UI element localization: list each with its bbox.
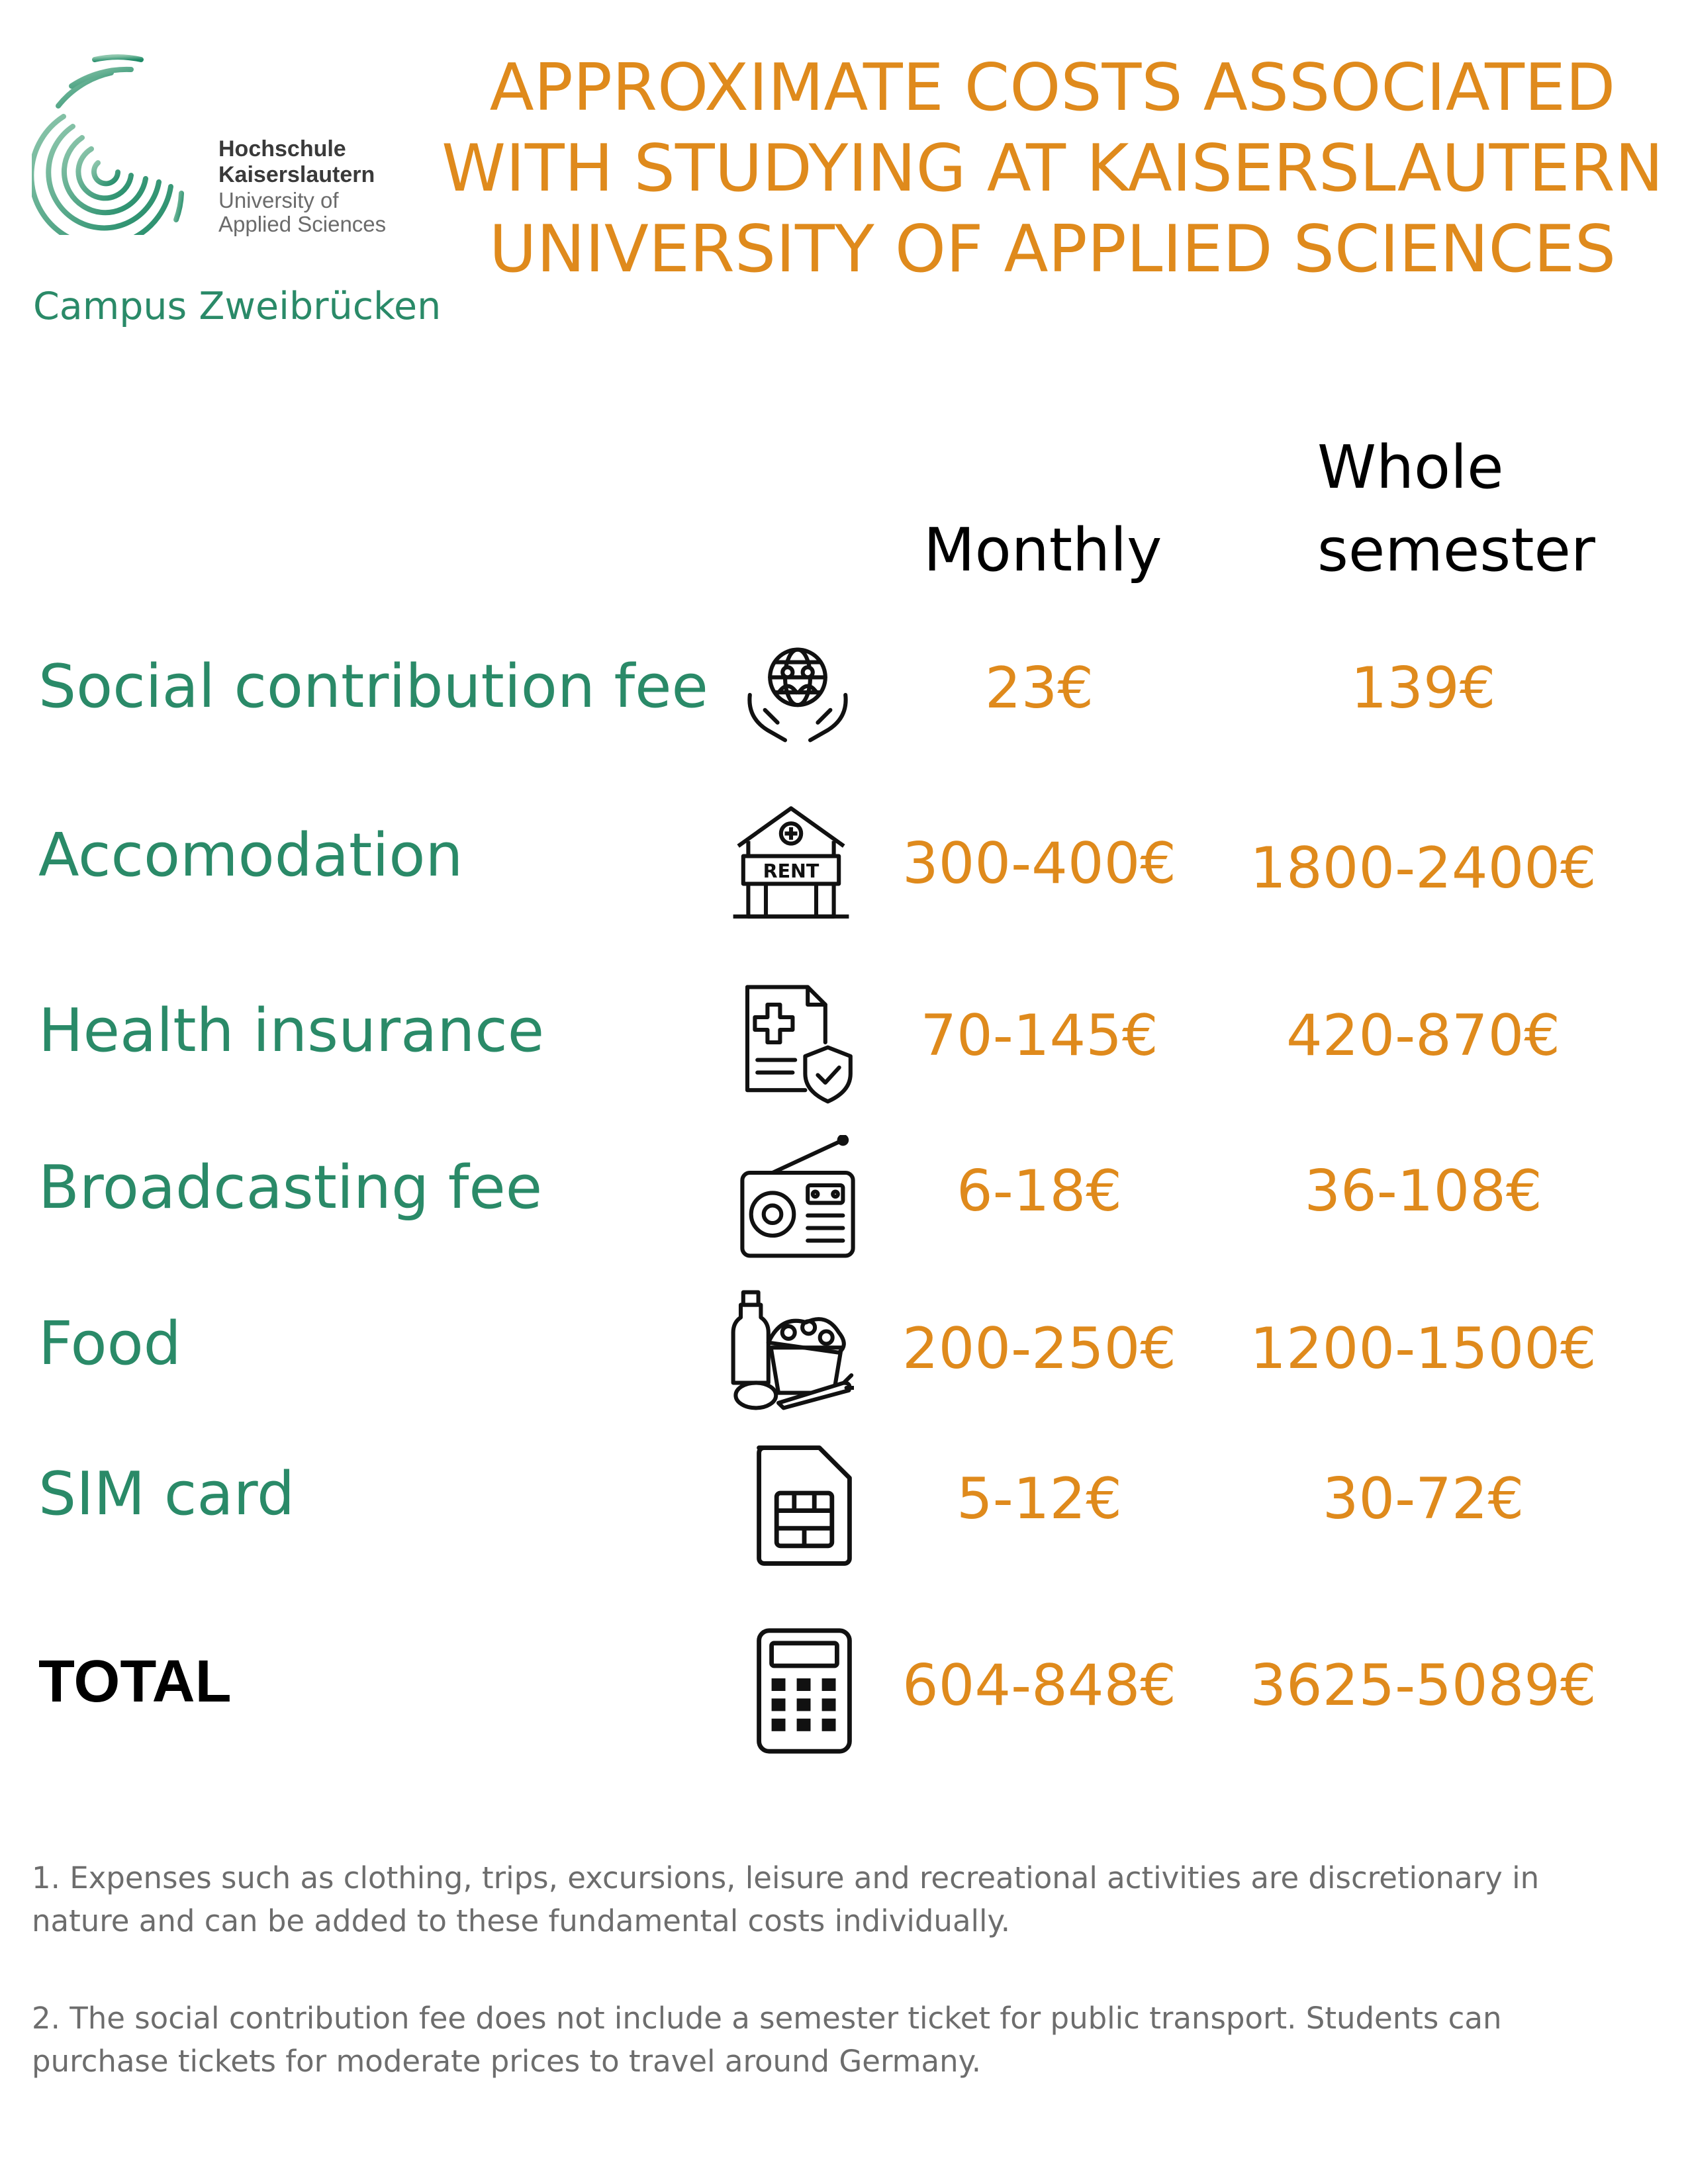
monthly-cost-social-contribution-fee: 23€: [984, 655, 1094, 721]
title-line-1: APPROXIMATE COSTS ASSOCIATED: [489, 50, 1616, 126]
groceries-icon: [728, 1287, 857, 1413]
page-title: APPROXIMATE COSTS ASSOCIATED WITH STUDYI…: [437, 48, 1668, 290]
row-label-accomodation: Accomodation: [38, 821, 463, 890]
semester-cost-health-insurance: 420-870€: [1286, 1003, 1561, 1069]
semester-cost-sim-card: 30-72€: [1322, 1466, 1524, 1532]
row-label-social-contribution-fee: Social contribution fee: [38, 652, 708, 721]
logo-line-applied-sciences: Applied Sciences: [218, 212, 387, 236]
semester-cost-broadcasting-fee: 36-108€: [1304, 1158, 1542, 1224]
semester-cost-accomodation: 1800-2400€: [1250, 835, 1597, 901]
semester-cost-total: 3625-5089€: [1250, 1653, 1597, 1719]
column-header-semester-line1: Whole: [1317, 433, 1504, 502]
footnote-2: 2. The social contribution fee does not …: [32, 2001, 1502, 2079]
medical-document-shield-icon: [735, 979, 861, 1105]
monthly-cost-food: 200-250€: [902, 1316, 1177, 1382]
row-label-sim-card: SIM card: [38, 1459, 295, 1529]
column-header-monthly: Monthly: [923, 516, 1162, 585]
semester-cost-food: 1200-1500€: [1250, 1316, 1597, 1382]
column-header-semester-line2: semester: [1317, 516, 1595, 585]
logo-line-university: University of: [218, 188, 339, 212]
monthly-cost-broadcasting-fee: 6-18€: [957, 1158, 1122, 1224]
global-community-hands-icon: [735, 632, 861, 758]
university-logo-mark: [28, 46, 191, 249]
title-line-3: UNIVERSITY OF APPLIED SCIENCES: [489, 212, 1617, 287]
row-label-broadcasting-fee: Broadcasting fee: [38, 1153, 543, 1222]
monthly-cost-accomodation: 300-400€: [902, 831, 1177, 897]
logo-line-kaiserslautern: Kaiserslautern: [218, 162, 375, 187]
row-label-food: Food: [38, 1309, 181, 1379]
monthly-cost-total: 604-848€: [902, 1653, 1177, 1719]
campus-name: Campus Zweibrücken: [33, 285, 442, 328]
calculator-icon: [741, 1628, 867, 1754]
monthly-cost-health-insurance: 70-145€: [920, 1003, 1158, 1069]
sim-card-icon: [741, 1443, 867, 1569]
row-label-health-insurance: Health insurance: [38, 996, 545, 1066]
svg-text:RENT: RENT: [763, 860, 820, 882]
footnote-1: 1. Expenses such as clothing, trips, exc…: [32, 1860, 1540, 1938]
radio-icon: [735, 1134, 861, 1261]
logo-line-hochschule: Hochschule: [218, 136, 346, 161]
total-label: TOTAL: [38, 1649, 232, 1715]
semester-cost-social-contribution-fee: 139€: [1350, 655, 1496, 721]
monthly-cost-sim-card: 5-12€: [957, 1466, 1122, 1532]
title-line-2: WITH STUDYING AT KAISERSLAUTERN: [442, 131, 1664, 206]
rent-house-icon: RENT: [728, 801, 854, 927]
